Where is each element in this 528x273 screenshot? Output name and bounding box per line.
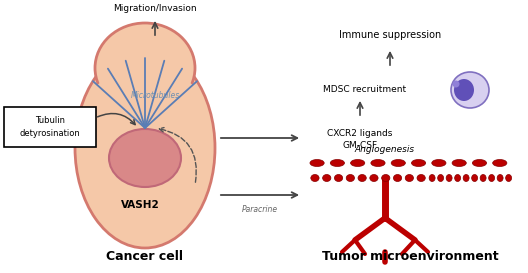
Ellipse shape	[95, 23, 195, 113]
Ellipse shape	[382, 174, 390, 182]
Ellipse shape	[391, 159, 406, 167]
Ellipse shape	[506, 174, 512, 182]
Text: Migration/Invasion: Migration/Invasion	[113, 4, 197, 13]
Ellipse shape	[370, 174, 378, 182]
Text: MDSC recruitment: MDSC recruitment	[324, 85, 407, 94]
Ellipse shape	[480, 174, 486, 182]
Ellipse shape	[393, 174, 402, 182]
Ellipse shape	[432, 159, 446, 167]
Ellipse shape	[405, 174, 413, 182]
Text: GM-CSF: GM-CSF	[343, 141, 378, 150]
Ellipse shape	[90, 70, 200, 130]
Text: Immune suppression: Immune suppression	[339, 30, 441, 40]
Ellipse shape	[323, 174, 331, 182]
Ellipse shape	[371, 159, 385, 167]
Ellipse shape	[417, 174, 425, 182]
Ellipse shape	[351, 159, 365, 167]
Ellipse shape	[493, 159, 507, 167]
Text: Paracrine: Paracrine	[242, 205, 278, 214]
Ellipse shape	[454, 79, 474, 101]
Ellipse shape	[497, 174, 503, 182]
Text: VASH2: VASH2	[120, 200, 159, 210]
Text: Tubulin
detyrosination: Tubulin detyrosination	[20, 116, 80, 138]
Ellipse shape	[446, 174, 452, 182]
Ellipse shape	[429, 174, 435, 182]
Ellipse shape	[310, 159, 324, 167]
Text: Cancer cell: Cancer cell	[107, 250, 184, 263]
Ellipse shape	[463, 174, 469, 182]
Text: Microtubules: Microtubules	[130, 91, 180, 99]
Ellipse shape	[438, 174, 444, 182]
Ellipse shape	[488, 174, 495, 182]
Ellipse shape	[331, 159, 344, 167]
Ellipse shape	[311, 174, 319, 182]
FancyArrowPatch shape	[159, 127, 196, 182]
Ellipse shape	[451, 72, 489, 108]
Ellipse shape	[358, 174, 366, 182]
Ellipse shape	[346, 174, 354, 182]
FancyBboxPatch shape	[4, 107, 96, 147]
Ellipse shape	[473, 159, 487, 167]
Ellipse shape	[452, 81, 459, 88]
Ellipse shape	[472, 174, 478, 182]
Ellipse shape	[75, 48, 215, 248]
Ellipse shape	[109, 129, 181, 187]
Ellipse shape	[455, 174, 460, 182]
Ellipse shape	[411, 159, 426, 167]
Ellipse shape	[334, 174, 343, 182]
Ellipse shape	[452, 159, 466, 167]
FancyArrowPatch shape	[98, 114, 135, 124]
Text: CXCR2 ligands: CXCR2 ligands	[327, 129, 393, 138]
Text: Angiogenesis: Angiogenesis	[355, 146, 415, 155]
Text: Tumor microenvironment: Tumor microenvironment	[322, 250, 498, 263]
